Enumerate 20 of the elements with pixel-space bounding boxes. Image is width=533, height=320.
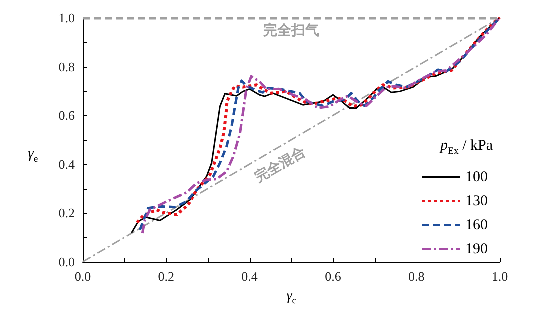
x-tick-label: 0.2 bbox=[158, 269, 175, 284]
legend-label: 190 bbox=[466, 242, 488, 258]
x-tick-label: 0.4 bbox=[242, 269, 258, 284]
x-tick-label: 0.8 bbox=[408, 269, 425, 284]
legend-title: p$_{Ex}$ / kPa bbox=[440, 138, 493, 157]
legend-label: 130 bbox=[466, 194, 488, 210]
x-tick-label: 0.6 bbox=[325, 269, 342, 284]
y-tick-label: 0.8 bbox=[58, 59, 75, 74]
x-tick-label: 1.0 bbox=[492, 269, 508, 284]
legend-label: 160 bbox=[466, 218, 488, 234]
y-tick-label: 0.4 bbox=[58, 156, 76, 172]
y-tick-label: 1.0 bbox=[58, 10, 75, 26]
y-tick-label: 0.2 bbox=[58, 206, 75, 221]
y-tick-label: 0.0 bbox=[58, 254, 75, 270]
x-tick-label: 0.0 bbox=[74, 269, 92, 284]
ref-line-label: 完全扫气 bbox=[264, 22, 320, 39]
y-tick-label: 0.6 bbox=[58, 108, 76, 124]
y-axis-title: γ$_{e}$ bbox=[28, 146, 38, 165]
annotation: 完全混合 bbox=[252, 143, 309, 186]
legend-label: 100 bbox=[466, 170, 488, 186]
